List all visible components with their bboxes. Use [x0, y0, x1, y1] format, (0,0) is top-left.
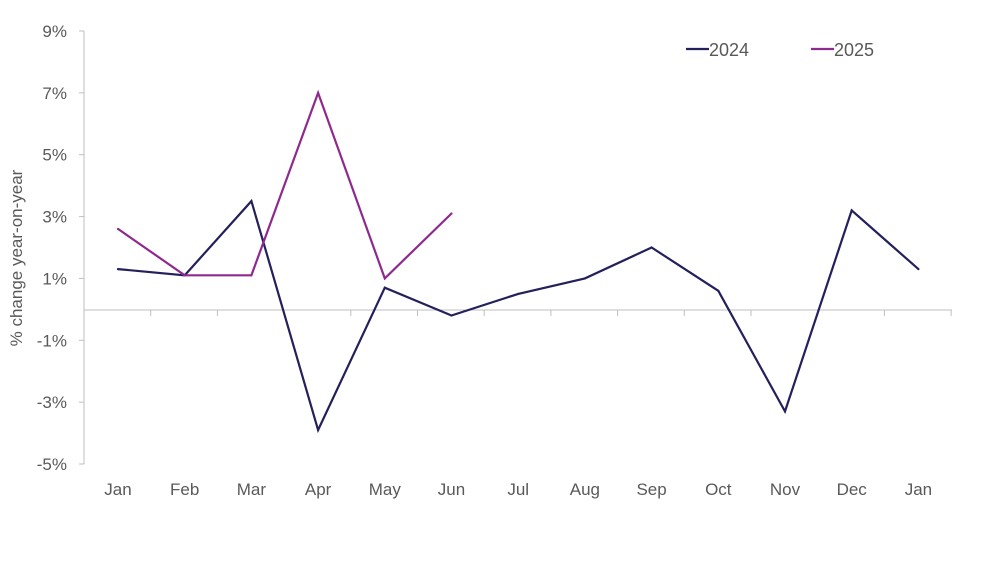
- legend: 2024 2025: [686, 40, 874, 60]
- series-line-2024: [117, 198, 920, 434]
- x-tick-label: Apr: [305, 480, 332, 499]
- data-point-2024: [917, 268, 920, 271]
- y-tick-label: -5%: [37, 455, 67, 474]
- x-tick-label: Jan: [905, 480, 932, 499]
- y-tick-label: -3%: [37, 393, 67, 412]
- x-tick-label: Jul: [507, 480, 529, 499]
- y-tick-label: 1%: [42, 269, 67, 288]
- data-point-2024: [116, 268, 120, 271]
- x-tick-label: Feb: [170, 480, 199, 499]
- data-point-2024: [250, 200, 253, 203]
- x-tick-label: Sep: [636, 480, 666, 499]
- data-point-2025: [250, 274, 253, 277]
- y-tick-label: 3%: [42, 208, 67, 227]
- data-point-2025: [450, 212, 453, 215]
- data-point-2024: [583, 277, 587, 280]
- x-tick-label: Jan: [104, 480, 131, 499]
- x-tick-label: Dec: [837, 480, 868, 499]
- y-tick-label: 9%: [42, 22, 67, 41]
- data-point-2024: [317, 428, 320, 432]
- x-tick-label: Mar: [237, 480, 267, 499]
- data-point-2024: [850, 209, 853, 212]
- legend-label-2024: 2024: [709, 40, 749, 60]
- data-point-2024: [450, 314, 453, 317]
- y-tick-label: -1%: [37, 331, 67, 350]
- legend-label-2025: 2025: [834, 40, 874, 60]
- data-point-2025: [317, 91, 320, 94]
- x-tick-label: Jun: [438, 480, 465, 499]
- y-tick-label: 7%: [42, 84, 67, 103]
- y-axis: 9% 7% 5% 3% 1% -1% -3% -5%: [37, 22, 85, 474]
- y-tick-label: 5%: [42, 146, 67, 165]
- data-point-2024: [517, 292, 520, 295]
- y-axis-title: % change year-on-year: [7, 169, 26, 346]
- x-tick-label: Aug: [570, 480, 600, 499]
- data-point-2024: [783, 410, 787, 413]
- x-tick-label: Nov: [770, 480, 801, 499]
- x-tick-label: May: [369, 480, 402, 499]
- x-tick-label: Oct: [705, 480, 732, 499]
- data-point-2024: [383, 286, 386, 289]
- data-point-2025: [383, 277, 386, 280]
- data-point-2024: [717, 289, 720, 292]
- series-line-2025: [117, 89, 453, 281]
- data-point-2025: [183, 274, 186, 277]
- data-point-2025: [116, 227, 120, 231]
- x-axis: Jan Feb Mar Apr May Jun Jul Aug Sep Oct Nov Dec Jan: [83, 309, 952, 499]
- series-group: [116, 89, 920, 434]
- data-point-2024: [650, 246, 653, 249]
